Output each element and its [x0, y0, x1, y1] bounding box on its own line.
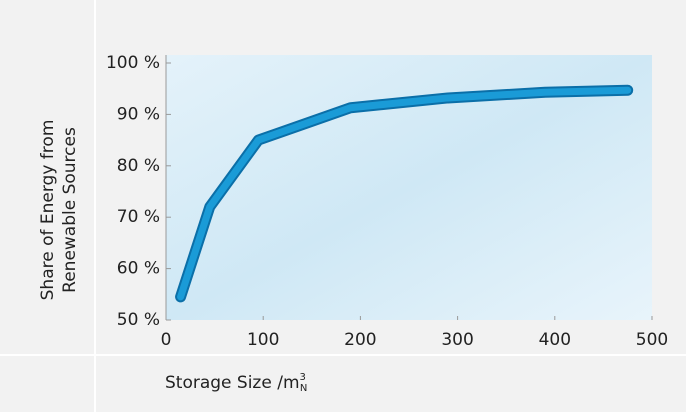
y-tick-label: 80 % [117, 156, 160, 176]
x-axis-label-sub: N [300, 383, 307, 394]
y-axis-label: Renewable Sources [60, 127, 80, 293]
y-tick-label: 100 % [106, 53, 160, 73]
x-tick-label: 400 [539, 330, 571, 350]
x-tick-label: 100 [247, 330, 279, 350]
y-axis-label: Share of Energy from [38, 120, 58, 301]
x-tick-label: 0 [161, 330, 172, 350]
y-tick-label: 60 % [117, 259, 160, 279]
x-tick-label: 500 [636, 330, 668, 350]
x-axis-label-text: Storage Size /m [165, 373, 300, 393]
x-axis-label-sup: 3 [300, 372, 306, 383]
y-tick-label: 70 % [117, 207, 160, 227]
y-tick-label: 90 % [117, 104, 160, 124]
y-tick-label: 50 % [117, 310, 160, 330]
x-tick-label: 300 [441, 330, 473, 350]
x-tick-label: 200 [344, 330, 376, 350]
chart: Share of Energy from Renewable Sources S… [0, 0, 686, 412]
